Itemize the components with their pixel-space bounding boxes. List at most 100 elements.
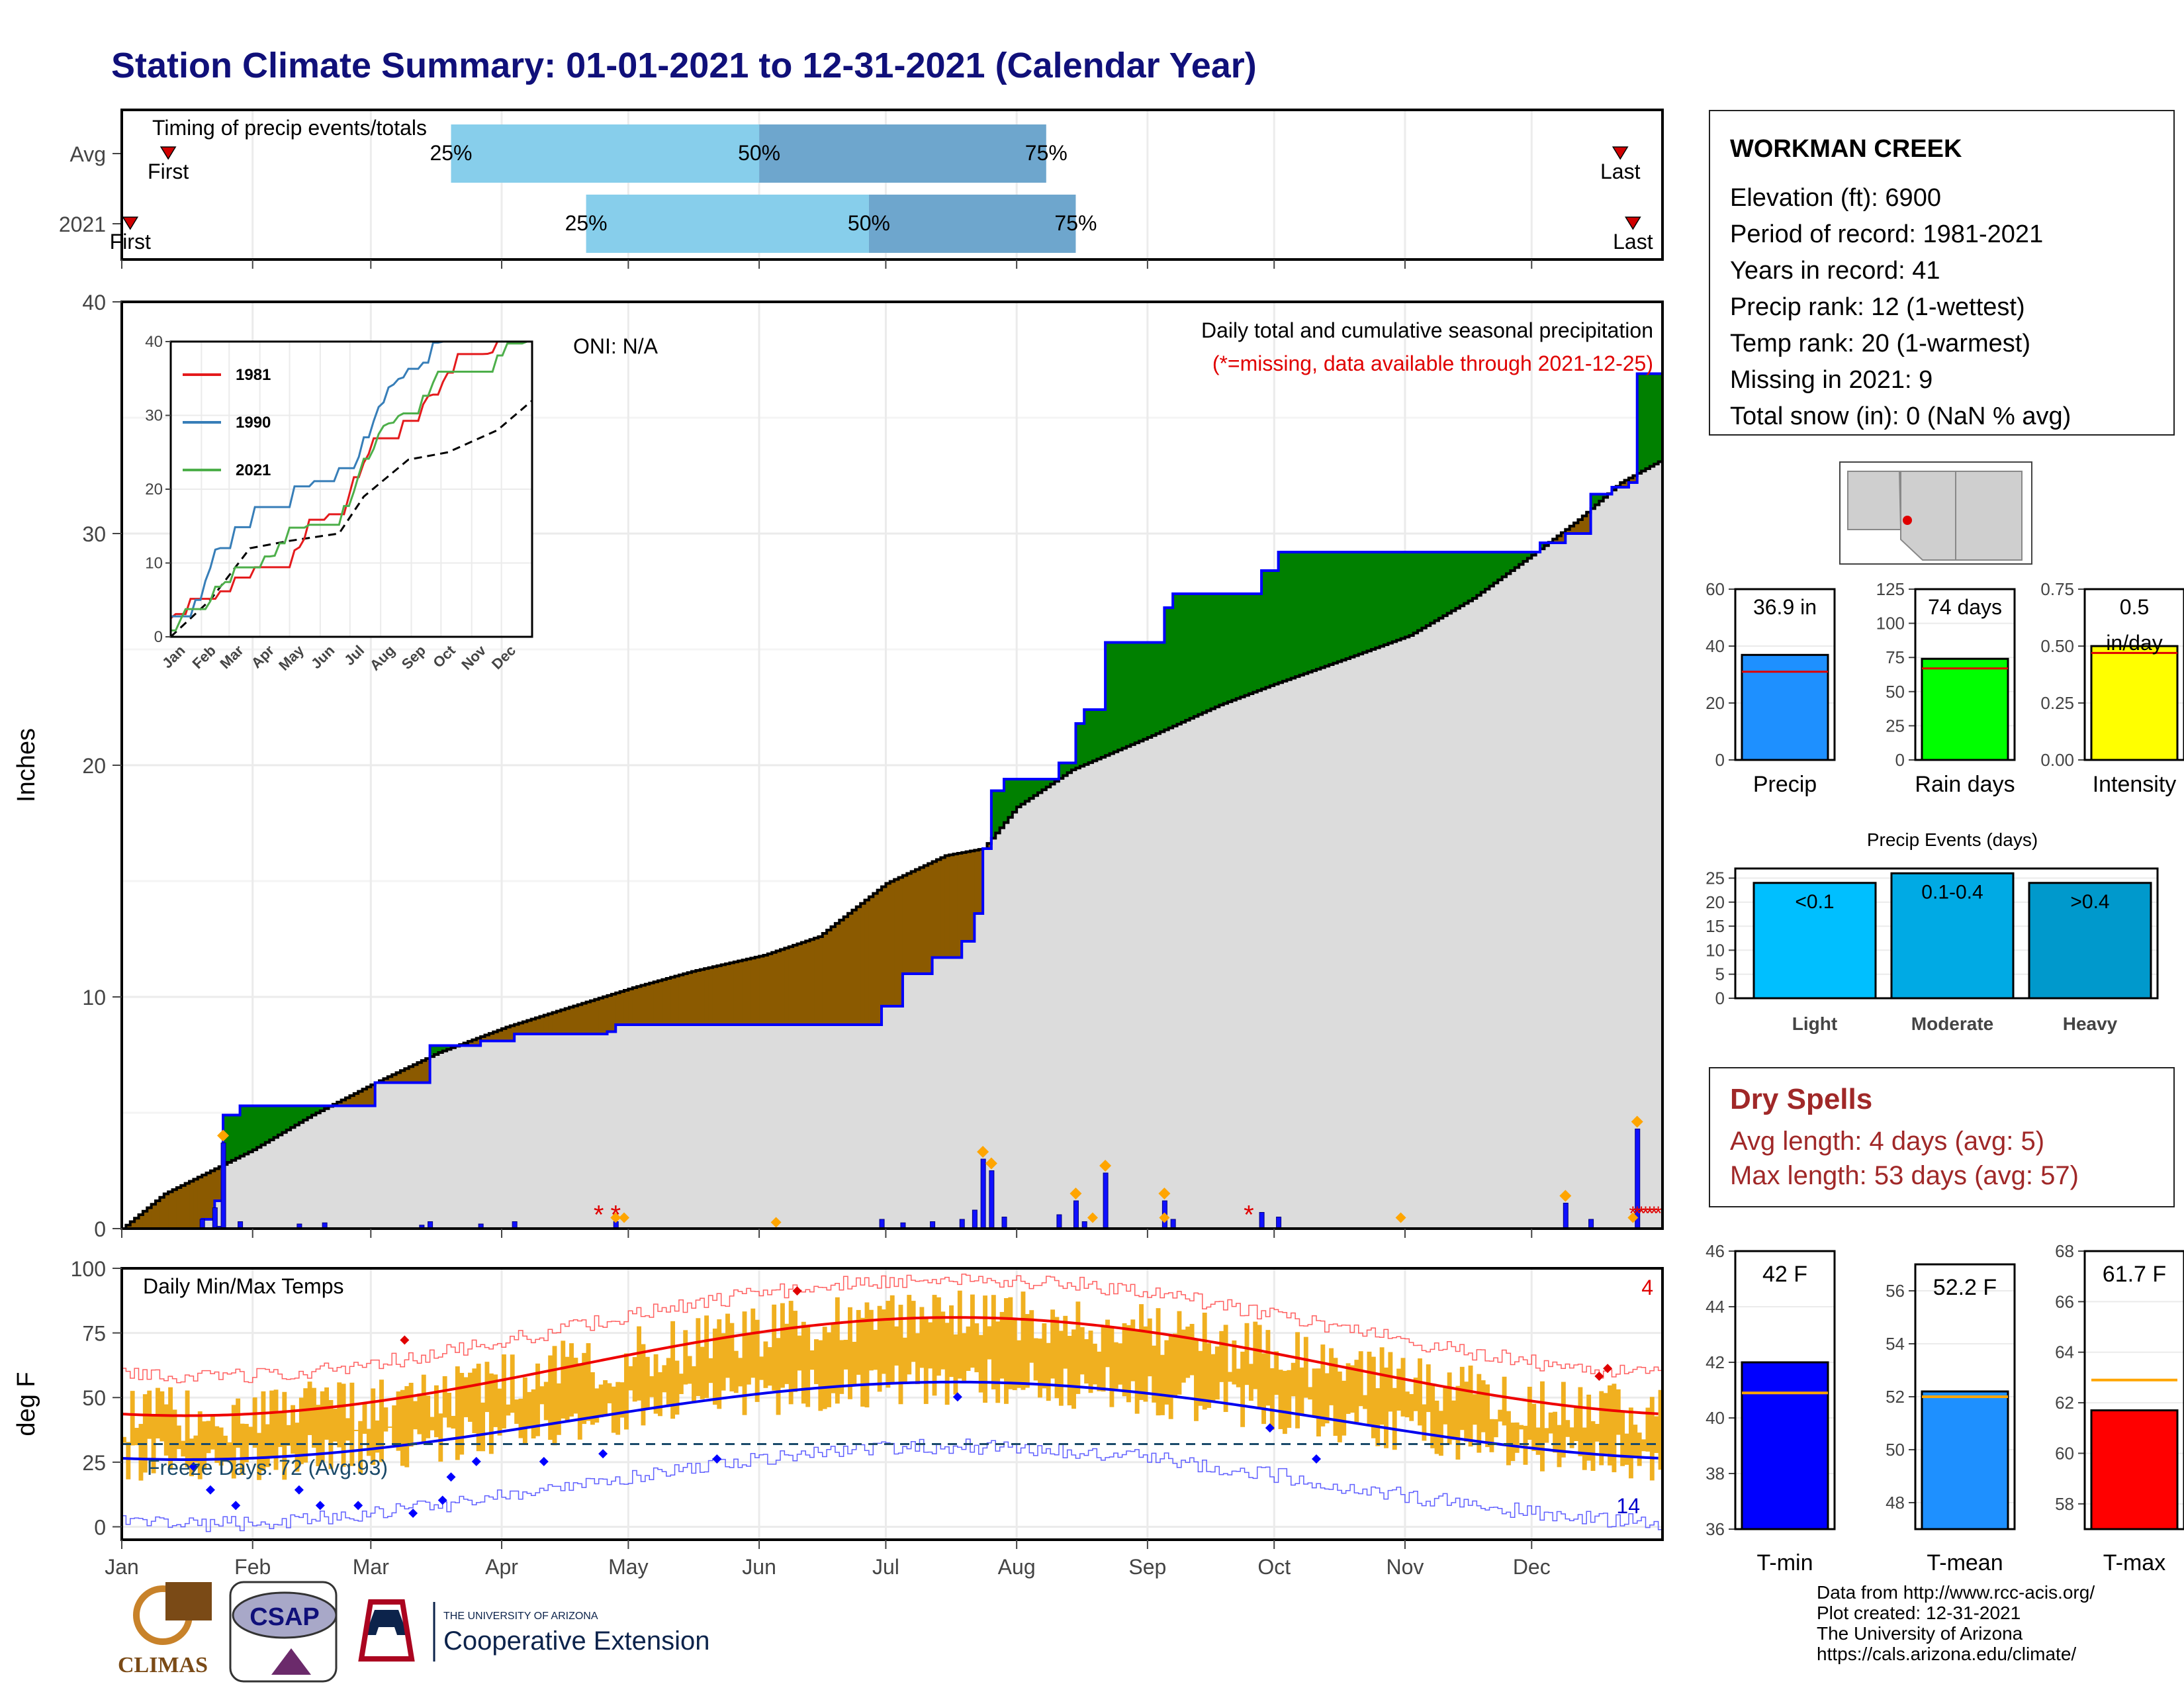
inset-y-tick-label: 20	[145, 481, 163, 498]
drier-fill	[156, 1201, 161, 1229]
drier-fill	[962, 852, 967, 941]
drier-fill	[480, 1036, 486, 1041]
drier-fill	[780, 949, 785, 1025]
precip-title: Daily total and cumulative seasonal prec…	[1201, 318, 1653, 342]
daily-temp-bar	[273, 1389, 279, 1470]
drier-fill	[759, 956, 764, 1025]
missing-marker: *	[1650, 1203, 1658, 1225]
event-bar-heavy	[2028, 882, 2152, 1000]
daily-temp-bar	[1586, 1394, 1592, 1461]
wetter-fill	[1046, 779, 1051, 787]
event-marker	[1631, 1115, 1643, 1128]
record-low-marker	[471, 1456, 481, 1466]
y-tick-label: 50	[82, 1386, 106, 1410]
event-x-label: Moderate	[1911, 1013, 1993, 1034]
daily-temp-bar	[1594, 1424, 1600, 1442]
drier-fill	[514, 1024, 520, 1034]
wetter-fill	[1320, 552, 1326, 668]
drier-fill	[1578, 520, 1583, 534]
daily-temp-bar	[168, 1387, 173, 1469]
summary-value-label: in/day	[2106, 631, 2162, 655]
temp-summary-y-tick-label: 54	[1886, 1334, 1905, 1354]
wetter-fill	[1021, 779, 1026, 804]
wetter-fill	[227, 1115, 232, 1162]
daily-temp-bar	[1088, 1331, 1093, 1393]
timing-first-label: First	[148, 160, 189, 183]
wetter-fill	[1316, 552, 1321, 669]
daily-temp-bar	[670, 1321, 676, 1419]
daily-precip-bar	[1073, 1200, 1079, 1229]
wetter-fill	[1092, 710, 1097, 761]
record-high-marker	[792, 1286, 802, 1296]
daily-temp-bar	[1050, 1309, 1056, 1379]
daily-temp-bar	[1337, 1371, 1342, 1442]
temp-summary-x-label: T-min	[1757, 1550, 1813, 1575]
wetter-fill	[1392, 552, 1397, 642]
wetter-fill	[1540, 543, 1545, 549]
daily-temp-bar	[923, 1319, 929, 1404]
drier-fill	[159, 1197, 165, 1229]
wetter-fill	[1489, 552, 1494, 586]
daily-temp-bar	[1143, 1326, 1148, 1402]
daily-temp-bar	[1261, 1353, 1266, 1425]
daily-temp-bar	[371, 1388, 376, 1465]
drier-fill	[944, 855, 950, 958]
daily-temp-bar	[1358, 1351, 1363, 1407]
wetter-fill	[1295, 552, 1300, 677]
daily-temp-bar	[1017, 1340, 1022, 1388]
daily-temp-bar	[1561, 1382, 1566, 1458]
daily-temp-bar	[522, 1377, 527, 1444]
drier-fill	[704, 968, 709, 1025]
drier-fill	[421, 1060, 426, 1083]
daily-temp-bar	[1464, 1382, 1469, 1442]
daily-precip-bar	[199, 1219, 205, 1229]
wetter-fill	[1531, 552, 1537, 555]
drier-fill	[1586, 512, 1592, 534]
drier-fill	[978, 849, 983, 914]
drier-fill	[577, 1004, 582, 1034]
daily-temp-bar	[1502, 1376, 1507, 1426]
daily-temp-bar	[413, 1401, 418, 1430]
wetter-fill	[1012, 779, 1017, 812]
wetter-fill	[1493, 552, 1498, 583]
wetter-fill	[1160, 642, 1165, 732]
daily-temp-bar	[991, 1295, 996, 1389]
wetter-fill	[1164, 608, 1169, 730]
daily-temp-bar	[531, 1389, 536, 1439]
daily-temp-bar	[206, 1421, 211, 1454]
daily-temp-bar	[873, 1330, 878, 1370]
drier-fill	[206, 1172, 211, 1219]
daily-temp-bar	[383, 1407, 388, 1432]
daily-temp-bar	[1004, 1298, 1009, 1404]
daily-temp-bar	[886, 1301, 891, 1388]
daily-temp-bar	[1329, 1348, 1334, 1405]
daily-temp-bar	[438, 1413, 443, 1462]
events-y-tick-label: 0	[1715, 988, 1725, 1008]
summary-y-tick-label: 25	[1886, 716, 1905, 735]
obs-cumulative-line	[122, 372, 1662, 1230]
daily-temp-bar	[1038, 1338, 1042, 1398]
event-bar-light	[1752, 882, 1877, 1000]
wetter-fill	[1375, 552, 1381, 648]
timing-marker-last	[1625, 216, 1641, 230]
ua-logo-a-icon	[365, 1610, 408, 1635]
temp-summary-y-tick-label: 60	[2055, 1443, 2074, 1463]
daily-temp-bar	[1228, 1372, 1232, 1382]
daily-temp-bar	[907, 1295, 912, 1375]
wetter-fill	[1177, 594, 1182, 724]
daily-temp-bar	[295, 1423, 300, 1472]
wetter-fill	[1269, 571, 1275, 686]
daily-temp-bar	[455, 1366, 460, 1460]
drier-fill	[674, 976, 680, 1025]
daily-temp-bar	[1253, 1321, 1258, 1389]
daily-temp-bar	[1113, 1342, 1118, 1389]
event-marker	[770, 1217, 782, 1228]
daily-temp-bar	[1345, 1363, 1351, 1414]
daily-temp-bar	[936, 1297, 941, 1376]
drier-fill	[337, 1102, 342, 1106]
event-marker	[1395, 1212, 1406, 1223]
inset-y-tick-label: 40	[145, 333, 163, 351]
wetter-fill	[1038, 779, 1043, 793]
event-marker	[610, 1212, 621, 1223]
